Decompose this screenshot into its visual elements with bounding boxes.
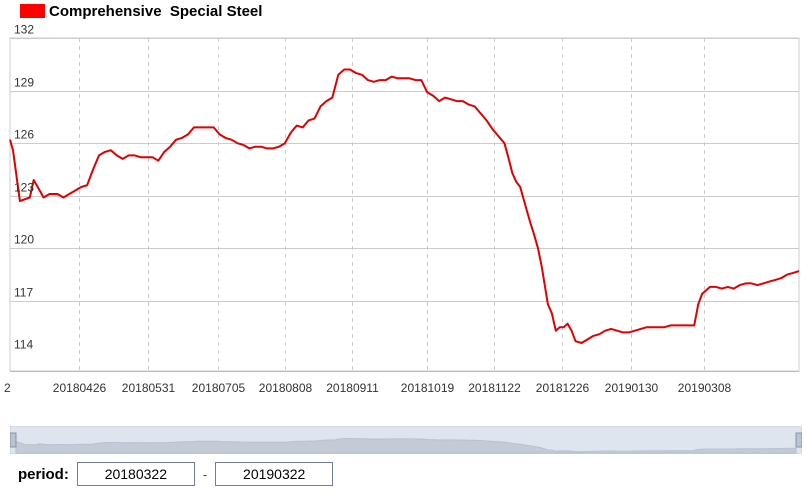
range-navigator[interactable] — [10, 426, 802, 454]
x-tick-label: 20180426 — [53, 381, 107, 395]
navigator-left-handle[interactable] — [10, 432, 17, 448]
y-tick-label: 117 — [14, 286, 33, 300]
y-tick-label: 132 — [14, 23, 34, 37]
y-tick-label: 126 — [14, 128, 34, 142]
y-tick-label: 114 — [14, 338, 33, 352]
x-tick-label: 20190308 — [678, 381, 732, 395]
x-tick-label: 20190130 — [605, 381, 659, 395]
x-tick-label: 20181019 — [401, 381, 455, 395]
legend: Comprehensive Special Steel — [20, 2, 262, 20]
y-tick-label: 120 — [14, 233, 34, 247]
period-separator: - — [202, 466, 208, 482]
y-tick-label: 129 — [14, 76, 34, 90]
x-tick-label: 20180911 — [326, 381, 379, 395]
x-tick-label: 20181226 — [536, 381, 590, 395]
period-end-input[interactable]: 20190322 — [215, 462, 334, 486]
navigator-area — [15, 438, 797, 454]
navigator-right-handle[interactable] — [795, 432, 802, 448]
legend-label: Comprehensive Special Steel — [49, 2, 263, 20]
period-selector: period: 20180322 - 20190322 — [18, 462, 334, 486]
legend-swatch — [20, 4, 45, 18]
x-tick-label-edge: 2 — [4, 381, 11, 395]
plot-border — [9, 37, 800, 372]
line-chart: 114 117 120 123 126 129 132 20180426 20180531 201… — [4, 23, 800, 395]
x-tick-label: 20180531 — [122, 381, 176, 395]
period-start-input[interactable]: 20180322 — [76, 462, 195, 486]
x-tick-label: 20181122 — [468, 381, 521, 395]
period-label: period: — [18, 465, 69, 483]
y-tick-label: 123 — [14, 181, 34, 195]
x-tick-label: 20180808 — [259, 381, 313, 395]
series-line — [9, 68, 800, 344]
x-tick-label: 20180705 — [192, 381, 246, 395]
